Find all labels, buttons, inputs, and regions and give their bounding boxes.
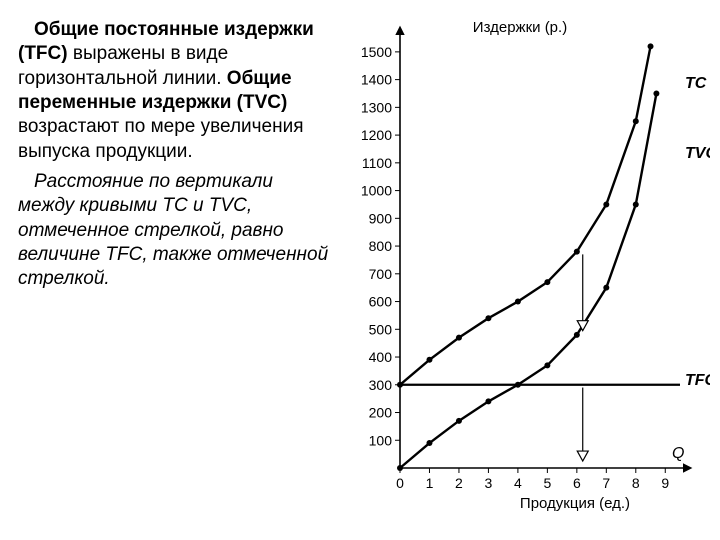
y-tick-label: 1000 — [361, 183, 392, 199]
x-axis-title: Продукция (ед.) — [520, 495, 630, 512]
marker-TVC — [515, 382, 521, 388]
marker-TVC — [633, 201, 639, 207]
chart-svg: 0 1 2 3 4 5 6 7 8 9 100 200 300 400 500 600 700 800 900 100… — [340, 18, 710, 518]
marker-TC — [397, 382, 403, 388]
x-tick-label: 1 — [426, 475, 434, 491]
x-tick-label: 9 — [661, 475, 669, 491]
series-TC — [400, 46, 651, 384]
marker-TC — [426, 357, 432, 363]
y-tick-label: 600 — [369, 294, 393, 310]
marker-TVC — [653, 90, 659, 96]
y-tick-label: 1500 — [361, 44, 392, 60]
y-tick-label: 300 — [369, 377, 393, 393]
x-tick-label: 7 — [602, 475, 610, 491]
description-text: Общие постоянные издержки (TFC) выражены… — [18, 18, 340, 530]
y-tick-label: 700 — [369, 266, 393, 282]
marker-TVC — [426, 440, 432, 446]
marker-TVC — [397, 465, 403, 471]
marker-TC — [485, 315, 491, 321]
tfc-arrow-head-1 — [577, 451, 588, 461]
label-TVC: TVC — [685, 145, 710, 162]
y-tick-label: 200 — [369, 405, 393, 421]
y-tick-label: 500 — [369, 321, 393, 337]
x-tick-label: 0 — [396, 475, 404, 491]
x-tick-label: 2 — [455, 475, 463, 491]
marker-TC — [574, 249, 580, 255]
tfc-arrow-head-0 — [577, 321, 588, 331]
x-tick-label: 4 — [514, 475, 522, 491]
y-tick-label: 1100 — [362, 155, 392, 171]
x-tick-label: 3 — [485, 475, 493, 491]
y-tick-label: 800 — [369, 238, 393, 254]
marker-TC — [633, 118, 639, 124]
y-tick-label: 1300 — [361, 99, 392, 115]
text-italic-note: Расстояние по вертикали между кривыми TC… — [18, 170, 332, 292]
marker-TVC — [456, 418, 462, 424]
cost-chart: 0 1 2 3 4 5 6 7 8 9 100 200 300 400 500 600 700 800 900 100… — [340, 18, 710, 530]
q-label: Q — [672, 445, 684, 462]
x-tick-label: 8 — [632, 475, 640, 491]
y-tick-label: 1400 — [361, 72, 392, 88]
series-TVC — [400, 93, 656, 468]
marker-TVC — [485, 398, 491, 404]
y-tick-label: 100 — [369, 432, 393, 448]
marker-TC — [648, 43, 654, 49]
y-tick-label: 400 — [369, 349, 393, 365]
marker-TVC — [603, 285, 609, 291]
marker-TC — [603, 201, 609, 207]
marker-TC — [456, 335, 462, 341]
y-tick-label: 900 — [369, 210, 393, 226]
marker-TVC — [544, 362, 550, 368]
marker-TC — [515, 299, 521, 305]
text-tvc-body: возрастают по мере увеличения выпуска пр… — [18, 116, 304, 161]
marker-TC — [544, 279, 550, 285]
label-TFC: TFC — [685, 372, 710, 389]
y-axis-title: Издержки (р.) — [473, 19, 567, 36]
x-tick-label: 5 — [543, 475, 551, 491]
label-TC: TC — [685, 75, 707, 92]
marker-TVC — [574, 332, 580, 338]
y-tick-label: 1200 — [361, 127, 392, 143]
x-tick-label: 6 — [573, 475, 581, 491]
